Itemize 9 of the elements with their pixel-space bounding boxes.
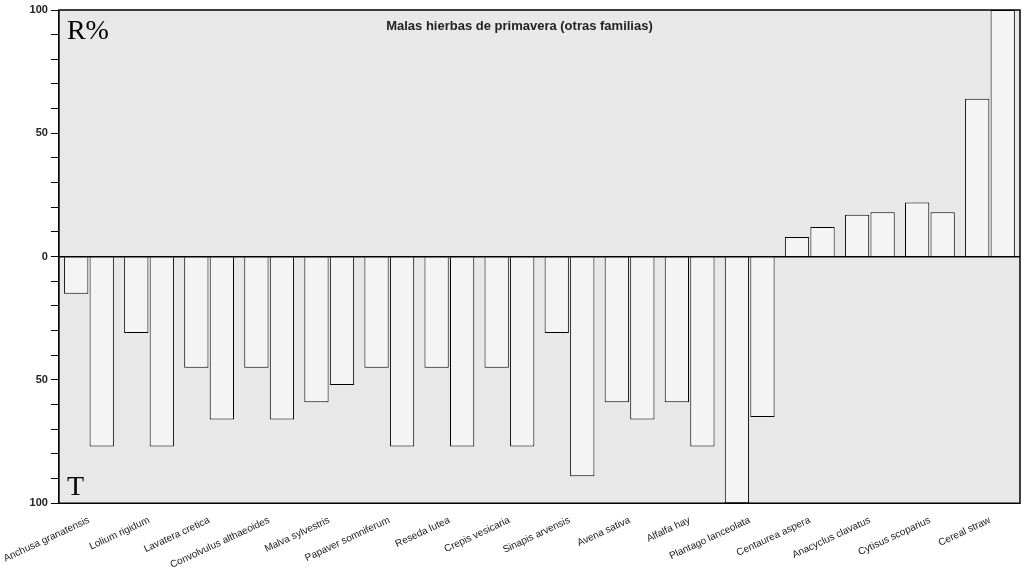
annotation: R%	[66, 14, 109, 46]
y-tick-label: 50	[35, 373, 48, 386]
x-tick-label: Avena sativa	[575, 513, 632, 549]
y-tick-label: 100	[29, 3, 48, 16]
y-tick-label: 50	[35, 126, 48, 139]
y-tick-label: 100	[29, 496, 48, 509]
text: Malas hierbas de primavera (otras familias)	[386, 18, 653, 34]
y-tick-label: 0	[41, 249, 48, 262]
annotation: T	[66, 469, 85, 501]
